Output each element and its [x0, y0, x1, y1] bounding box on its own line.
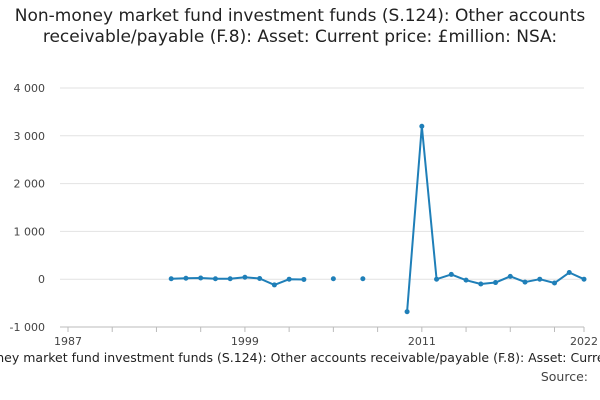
- data-point[interactable]: [212, 276, 218, 282]
- x-axis-label: Non-money market fund investment funds (…: [0, 350, 600, 368]
- data-point[interactable]: [566, 270, 572, 276]
- data-point[interactable]: [257, 275, 263, 281]
- y-tick-label: 2 000: [14, 178, 46, 191]
- data-point[interactable]: [227, 276, 233, 282]
- y-tick-label: -1 000: [10, 321, 45, 334]
- y-tick-label: 4 000: [14, 82, 46, 95]
- data-point[interactable]: [507, 273, 513, 279]
- data-point[interactable]: [286, 276, 292, 282]
- data-point[interactable]: [301, 276, 307, 282]
- x-axis: [60, 326, 585, 332]
- y-tick-label: 0: [38, 273, 45, 286]
- x-tick-label: 2022: [570, 335, 598, 348]
- x-axis-tick-labels: 1987 1999 2011 2022: [54, 335, 598, 348]
- data-point[interactable]: [537, 276, 543, 282]
- data-point[interactable]: [404, 309, 410, 315]
- x-tick-label: 2011: [408, 335, 436, 348]
- series-line: [171, 276, 304, 286]
- data-point[interactable]: [330, 276, 336, 282]
- series-points[interactable]: [168, 123, 587, 315]
- data-point[interactable]: [463, 277, 469, 283]
- data-point[interactable]: [271, 282, 277, 288]
- x-tick-label: 1987: [54, 335, 82, 348]
- data-point[interactable]: [478, 281, 484, 287]
- x-axis-label-text: Non-money market fund investment funds (…: [0, 350, 600, 365]
- y-tick-label: 3 000: [14, 130, 46, 143]
- chart-title: Non-money market fund investment funds (…: [14, 6, 586, 47]
- data-point[interactable]: [419, 123, 425, 129]
- y-tick-label: 1 000: [14, 225, 46, 238]
- data-point[interactable]: [448, 271, 454, 277]
- data-point[interactable]: [434, 276, 440, 282]
- data-point[interactable]: [198, 275, 204, 281]
- data-point[interactable]: [493, 280, 499, 286]
- data-point[interactable]: [552, 280, 558, 286]
- series-lines: [171, 125, 585, 312]
- data-point[interactable]: [522, 279, 528, 285]
- data-point[interactable]: [242, 274, 248, 280]
- y-axis-tick-labels: -1 000 0 1 000 2 000 3 000 4 000: [10, 82, 45, 334]
- data-point[interactable]: [360, 276, 366, 282]
- x-tick-label: 1999: [231, 335, 259, 348]
- data-point[interactable]: [183, 275, 189, 281]
- source-label: Source:: [540, 369, 588, 384]
- data-point[interactable]: [581, 276, 587, 282]
- gridlines: [60, 87, 584, 328]
- data-point[interactable]: [168, 276, 174, 282]
